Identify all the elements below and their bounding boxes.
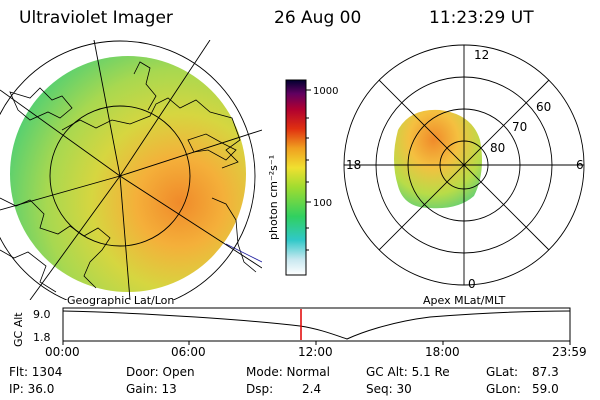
colorbar-tick-1000: 1000 bbox=[313, 86, 338, 97]
dsp-value: 2.4 bbox=[302, 382, 322, 396]
sequence-number: Seq: 30 bbox=[366, 382, 412, 396]
ip-value: IP: 36.0 bbox=[9, 382, 55, 396]
time-tick-1800: 18:00 bbox=[425, 345, 460, 359]
mlt-label-12: 12 bbox=[474, 48, 489, 62]
geo-panel-caption: Geographic Lat/Lon bbox=[67, 294, 174, 307]
dsp-label: Dsp: bbox=[246, 382, 274, 396]
altitude-tick-9: 9.0 bbox=[33, 308, 51, 321]
time-tick-0600: 06:00 bbox=[171, 345, 206, 359]
gain-value: Gain: 13 bbox=[126, 382, 177, 396]
mode-value: Mode: Normal bbox=[246, 365, 330, 379]
polar-panel-caption: Apex MLat/MLT bbox=[423, 294, 506, 307]
glon-label: GLon: bbox=[486, 382, 521, 396]
time-label: 11:23:29 UT bbox=[429, 8, 534, 28]
geographic-image bbox=[0, 40, 262, 300]
door-status: Door: Open bbox=[126, 365, 195, 379]
colorbar-tick-100: 100 bbox=[313, 198, 332, 209]
time-tick-0000: 00:00 bbox=[45, 345, 80, 359]
flight-number: Flt: 1304 bbox=[9, 365, 63, 379]
mlt-label-6: 6 bbox=[576, 158, 584, 172]
colorbar bbox=[285, 79, 311, 276]
polar-image bbox=[343, 44, 585, 286]
mlt-label-18: 18 bbox=[346, 158, 361, 172]
altitude-axis-label: GC Alt bbox=[12, 312, 25, 347]
time-tick-1200: 12:00 bbox=[298, 345, 333, 359]
mlt-label-0: 0 bbox=[468, 277, 476, 291]
glat-value: 87.3 bbox=[532, 365, 559, 379]
altitude-plot bbox=[62, 307, 571, 345]
glon-value: 59.0 bbox=[532, 382, 559, 396]
altitude-tick-1-8: 1.8 bbox=[33, 331, 51, 344]
glat-label: GLat: bbox=[486, 365, 519, 379]
mlat-label-60: 60 bbox=[536, 100, 551, 114]
gc-altitude: GC Alt: 5.1 Re bbox=[366, 365, 450, 379]
mlat-label-70: 70 bbox=[512, 120, 527, 134]
instrument-title: Ultraviolet Imager bbox=[19, 8, 173, 28]
colorbar-unit-label: photon cm⁻²s⁻¹ bbox=[267, 155, 280, 240]
mlat-label-80: 80 bbox=[490, 141, 505, 155]
time-tick-2359: 23:59 bbox=[552, 345, 587, 359]
date-label: 26 Aug 00 bbox=[274, 8, 362, 28]
